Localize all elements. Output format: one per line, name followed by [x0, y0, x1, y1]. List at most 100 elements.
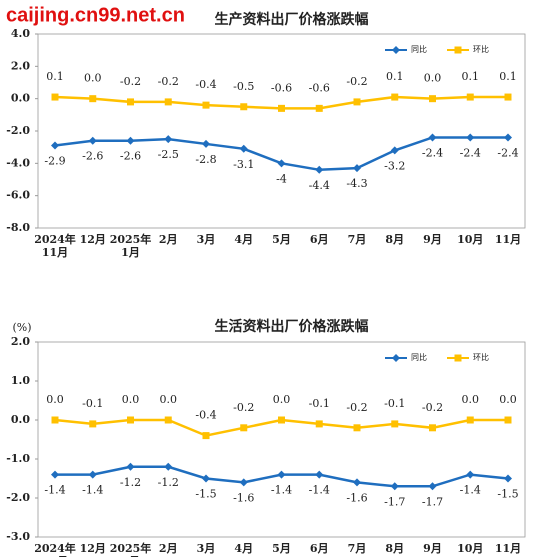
- data-label: -4: [276, 172, 287, 185]
- x-tick-label: 8月: [385, 233, 404, 246]
- point: [390, 482, 399, 491]
- data-label: 0.0: [273, 393, 291, 406]
- point: [504, 93, 512, 101]
- data-label: -3.1: [233, 158, 254, 171]
- legend-label: 同比: [411, 44, 427, 54]
- x-tick-label: 10月: [457, 233, 483, 246]
- data-label: -1.4: [309, 484, 330, 497]
- x-tick-label: 9月: [423, 542, 442, 555]
- data-label: -1.4: [271, 484, 292, 497]
- point: [240, 103, 248, 111]
- data-label: -3.2: [384, 159, 405, 172]
- point: [278, 416, 285, 424]
- data-label: -4.4: [309, 179, 330, 192]
- point: [51, 141, 59, 150]
- data-label: -1.7: [384, 495, 405, 508]
- point: [164, 98, 172, 106]
- data-label: -2.5: [158, 148, 179, 161]
- point: [315, 420, 323, 428]
- data-label: -1.4: [82, 484, 103, 497]
- data-label: 0.0: [499, 393, 517, 406]
- data-label: -0.6: [271, 81, 292, 94]
- point: [278, 104, 285, 112]
- point: [315, 104, 323, 112]
- data-label: -1.7: [422, 495, 443, 508]
- y-tick-label: -2.0: [6, 491, 30, 504]
- data-label: 0.1: [462, 70, 480, 83]
- y-tick-label: 1.0: [11, 374, 30, 387]
- point: [127, 416, 134, 424]
- x-tick-label: 2月: [159, 233, 178, 246]
- point: [240, 424, 248, 432]
- y-tick-label: -1.0: [6, 452, 30, 465]
- data-label: -1.5: [497, 488, 518, 501]
- x-tick-label: 8月: [385, 542, 404, 555]
- point: [504, 416, 512, 424]
- data-label: 0.0: [160, 393, 178, 406]
- point: [504, 133, 512, 142]
- legend-marker: [392, 46, 400, 54]
- point: [429, 424, 436, 432]
- data-label: -2.6: [82, 150, 103, 163]
- data-label: -0.1: [309, 397, 330, 410]
- chart-title: 生活资料出厂价格涨跌幅: [215, 318, 369, 335]
- point: [239, 144, 248, 153]
- data-label: -2.4: [460, 146, 481, 159]
- point: [126, 462, 135, 471]
- x-tick-label: 12月: [80, 233, 106, 246]
- y-tick-label: 0.0: [11, 92, 30, 105]
- data-label: -0.2: [422, 401, 443, 414]
- data-label: -1.6: [233, 491, 254, 504]
- point: [390, 146, 399, 155]
- x-tick-label: 4月: [234, 233, 253, 246]
- x-tick-label: 4月: [234, 542, 253, 555]
- data-label: -0.2: [120, 75, 141, 88]
- x-tick-label: 3月: [197, 542, 216, 555]
- point: [429, 95, 436, 103]
- y-tick-label: 4.0: [11, 27, 30, 40]
- point: [51, 93, 59, 101]
- y-tick-label: 2.0: [11, 335, 30, 348]
- data-label: 0.1: [386, 70, 404, 83]
- point: [391, 420, 399, 428]
- data-label: 0.0: [424, 72, 442, 85]
- x-tick-label: 2月: [159, 542, 178, 555]
- plot-frame: [37, 341, 526, 538]
- point: [202, 432, 210, 440]
- point: [51, 416, 59, 424]
- point: [277, 470, 286, 479]
- data-label: -1.5: [195, 488, 216, 501]
- x-tick-label: 6月: [310, 542, 329, 555]
- data-label: 0.0: [462, 393, 480, 406]
- point: [391, 93, 399, 101]
- data-label: -0.1: [384, 397, 405, 410]
- data-label: -0.2: [346, 401, 367, 414]
- legend-marker: [392, 354, 400, 362]
- point: [239, 478, 248, 487]
- point: [89, 420, 97, 428]
- point: [428, 133, 437, 142]
- data-label: -0.1: [82, 397, 103, 410]
- data-label: -1.6: [346, 491, 367, 504]
- legend-marker: [454, 354, 462, 362]
- data-label: -0.5: [233, 80, 254, 93]
- data-label: -1.2: [158, 476, 179, 489]
- legend-marker: [454, 46, 462, 54]
- point: [88, 136, 97, 145]
- point: [466, 416, 474, 424]
- x-tick-label: 12月: [80, 542, 106, 555]
- point: [202, 474, 210, 483]
- legend-label: 环比: [473, 352, 489, 362]
- y-tick-label: 0.0: [11, 413, 30, 426]
- point: [277, 159, 286, 168]
- data-label: 0.1: [46, 70, 64, 83]
- x-tick-label: 11月: [495, 233, 521, 246]
- y-tick-label: -6.0: [6, 189, 30, 202]
- data-label: -0.4: [195, 78, 216, 91]
- data-label: -2.4: [497, 146, 518, 159]
- point: [315, 165, 324, 174]
